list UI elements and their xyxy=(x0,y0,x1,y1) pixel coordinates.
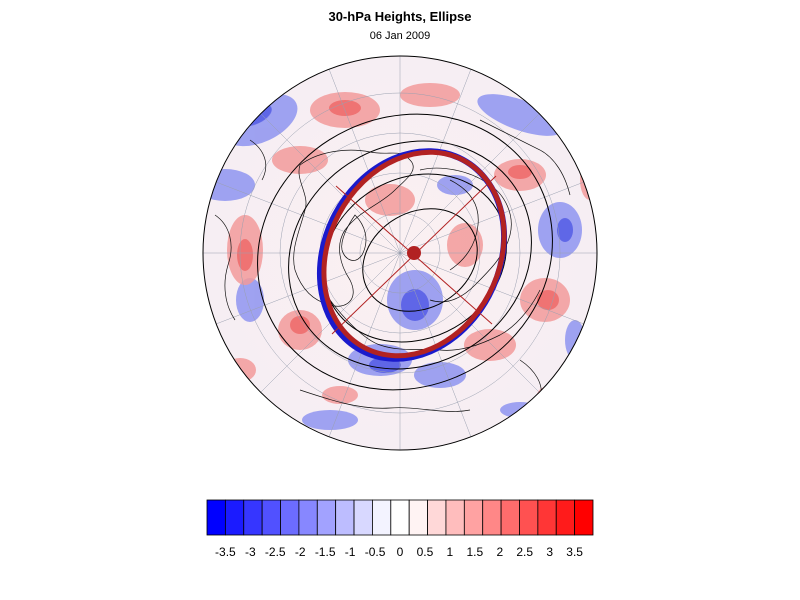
colorbar-box xyxy=(555,499,576,536)
colorbar-tick-label: 0.5 xyxy=(417,545,434,559)
chart-title: 30-hPa Heights, Ellipse xyxy=(328,9,472,24)
colorbar-box xyxy=(372,499,392,536)
colorbar-boxes xyxy=(206,499,594,536)
vortex-centroid xyxy=(407,246,421,260)
colorbar-box xyxy=(243,499,263,536)
colorbar-tick-label: -0.5 xyxy=(365,545,386,559)
colorbar-box xyxy=(574,499,594,536)
colorbar-tick-label: -2.5 xyxy=(265,545,286,559)
colorbar-tick-label: -3.5 xyxy=(215,545,236,559)
colorbar-box xyxy=(500,499,520,536)
colorbar-tick-labels: -3.5 -3 -2.5 -2 -1.5 -1 -0.5 0 0.5 1 1.5 2 2.5 3 3.5 xyxy=(215,545,583,559)
colorbar-box xyxy=(519,499,539,536)
colorbar-box xyxy=(298,499,318,536)
colorbar-box xyxy=(482,499,502,536)
colorbar: -3.5 -3 -2.5 -2 -1.5 -1 -0.5 0 0.5 1 1.5 2 2.5 3 3.5 xyxy=(206,499,594,559)
colorbar-tick-label: 3 xyxy=(546,545,553,559)
colorbar-box xyxy=(316,499,337,536)
colorbar-tick-label: 2 xyxy=(496,545,503,559)
colorbar-box xyxy=(280,499,300,536)
colorbar-tick-label: -3 xyxy=(245,545,256,559)
colorbar-box xyxy=(427,499,447,536)
colorbar-box xyxy=(206,499,226,536)
vortex-ellipse xyxy=(316,148,508,362)
colorbar-tick-label: -1 xyxy=(345,545,356,559)
colorbar-tick-label: 0 xyxy=(397,545,404,559)
colorbar-box xyxy=(335,499,355,536)
anomaly-field xyxy=(203,56,597,450)
colorbar-tick-label: -1.5 xyxy=(315,545,336,559)
globe-border xyxy=(202,55,598,451)
colorbar-box xyxy=(537,499,557,536)
chart-subtitle: 06 Jan 2009 xyxy=(369,30,431,42)
colorbar-tick-label: 2.5 xyxy=(516,545,533,559)
colorbar-tick-label: 1.5 xyxy=(466,545,483,559)
coastlines xyxy=(214,119,571,412)
colorbar-tick-label: 3.5 xyxy=(566,545,583,559)
colorbar-box xyxy=(463,499,484,536)
colorbar-tick-label: -2 xyxy=(295,545,306,559)
colorbar-box xyxy=(261,499,281,536)
polar-map xyxy=(202,55,598,451)
colorbar-box xyxy=(224,499,245,536)
graticule xyxy=(203,56,597,450)
colorbar-box xyxy=(408,499,428,536)
colorbar-tick-label: 1 xyxy=(447,545,454,559)
height-contours xyxy=(257,113,553,391)
colorbar-box xyxy=(445,499,465,536)
colorbar-box xyxy=(390,499,410,536)
colorbar-box xyxy=(353,499,373,536)
